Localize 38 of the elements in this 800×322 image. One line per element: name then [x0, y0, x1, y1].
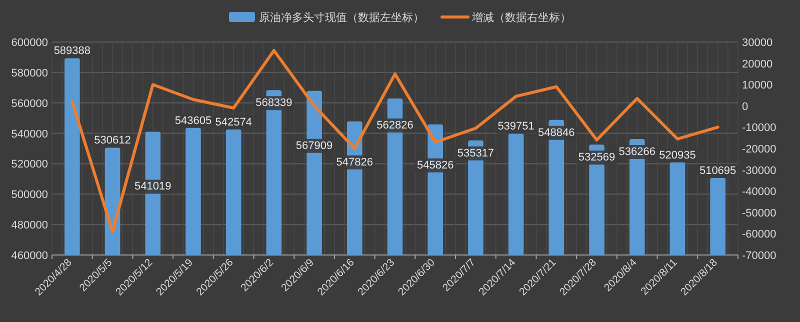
y2-tick-label: -50000: [742, 207, 776, 220]
y2-tick-label: 30000: [742, 37, 773, 49]
data-label: 539751: [498, 120, 534, 133]
y-tick-label: 460000: [11, 250, 48, 262]
data-label: 543605: [174, 114, 212, 127]
y-tick-label: 480000: [11, 220, 48, 232]
y2-tick-label: -20000: [742, 144, 776, 156]
data-label: 520935: [659, 149, 696, 162]
y2-tick-label: -30000: [742, 164, 776, 177]
data-label: 545826: [416, 159, 454, 172]
data-label: 541019: [134, 180, 172, 193]
y-tick-label: 580000: [11, 67, 48, 80]
legend-label: 原油净多头寸现值（数据左坐标）: [259, 11, 424, 24]
y2-tick-label: 10000: [742, 80, 773, 92]
legend-label: 增减（数据右坐标）: [471, 11, 571, 24]
data-label: 536266: [618, 146, 656, 158]
y2-tick-label: -60000: [742, 228, 776, 241]
data-label: 562826: [376, 120, 414, 132]
y-tick-label: 500000: [11, 189, 48, 202]
y2-tick-label: -10000: [742, 122, 776, 134]
y2-tick-label: 0: [742, 100, 748, 113]
data-label: 532569: [578, 152, 616, 164]
data-label: 589388: [54, 45, 91, 58]
y2-tick-label: -40000: [742, 186, 776, 198]
y-tick-label: 560000: [11, 98, 48, 110]
data-label: 568339: [256, 97, 292, 110]
y2-tick-label: -70000: [742, 250, 776, 262]
data-label: 542574: [215, 116, 252, 128]
data-label: 530612: [94, 134, 131, 147]
data-label: 567909: [296, 140, 333, 152]
data-label: 547826: [336, 156, 374, 168]
data-label: 535317: [457, 147, 494, 160]
y-tick-label: 540000: [11, 128, 48, 140]
y2-tick-label: 20000: [742, 58, 773, 70]
y-tick-label: 520000: [11, 158, 48, 171]
y-tick-label: 600000: [11, 37, 48, 49]
data-label: 548846: [538, 126, 575, 139]
data-label: 510695: [699, 164, 736, 177]
